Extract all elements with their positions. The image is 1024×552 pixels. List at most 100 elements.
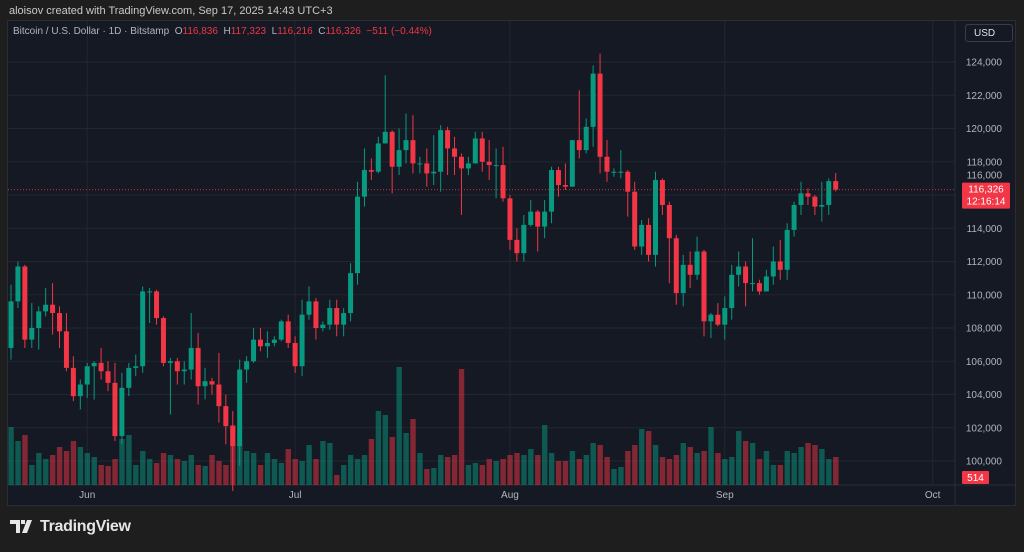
volume-bar xyxy=(209,455,215,485)
volume-bar xyxy=(105,466,111,485)
volume-bar xyxy=(56,447,63,485)
candle-body xyxy=(743,266,749,284)
price-tick-label: 100,000 xyxy=(966,457,1003,468)
volume-bar xyxy=(292,459,298,485)
candle-body xyxy=(528,211,534,225)
price-tick-label: 118,000 xyxy=(967,157,1003,168)
price-tick-label: 124,000 xyxy=(966,58,1003,69)
candle-body xyxy=(105,371,111,383)
candle-body xyxy=(542,211,548,227)
volume-bar xyxy=(424,469,430,485)
volume-bar xyxy=(444,457,451,485)
candle-body xyxy=(424,163,430,174)
low-value: 116,216 xyxy=(277,26,313,37)
volume-bar xyxy=(15,441,21,485)
volume-bar xyxy=(659,457,666,485)
volume-bar xyxy=(133,465,139,485)
volume-bar xyxy=(195,465,201,485)
volume-bar xyxy=(451,455,458,485)
candle-body xyxy=(465,163,471,169)
volume-bar xyxy=(306,445,312,485)
candle-body xyxy=(181,369,187,372)
volume-bar xyxy=(417,453,423,485)
volume-bar xyxy=(438,455,444,485)
price-tick-label: 110,000 xyxy=(967,290,1003,301)
volume-bar xyxy=(29,465,35,485)
volume-bar xyxy=(701,451,707,485)
tradingview-logo[interactable]: TradingView xyxy=(10,518,131,536)
candle-body xyxy=(63,331,69,368)
volume-bar xyxy=(652,445,659,485)
candle-body xyxy=(237,369,243,447)
candle-body xyxy=(355,196,360,274)
volume-bar xyxy=(590,443,596,485)
candle-body xyxy=(244,361,250,370)
candle-body xyxy=(659,180,665,205)
volume-bar xyxy=(389,437,395,485)
volume-bar xyxy=(458,369,465,485)
symbol-title: Bitcoin / U.S. Dollar · 1D · Bitstamp xyxy=(13,26,170,37)
volume-bar xyxy=(722,459,728,485)
candle-body xyxy=(140,291,146,367)
candle-body xyxy=(680,264,686,294)
currency-button[interactable]: USD xyxy=(965,24,1013,42)
candle-body xyxy=(278,321,284,340)
volume-bar xyxy=(639,429,645,485)
candle-body xyxy=(119,387,125,437)
volume-bar xyxy=(244,451,250,485)
price-tick-label: 116,000 xyxy=(967,171,1003,182)
volume-bar xyxy=(562,461,569,485)
volume-bar xyxy=(618,467,624,485)
volume-bar xyxy=(188,455,194,485)
change-value: −511 (−0.44%) xyxy=(366,26,432,37)
candle-body xyxy=(708,314,714,322)
volume-bar xyxy=(756,459,763,485)
volume-bar xyxy=(153,463,160,485)
volume-bar xyxy=(174,459,181,485)
volume-bar xyxy=(611,469,617,485)
volume-bar xyxy=(625,451,631,485)
candle-body xyxy=(493,165,499,167)
volume-bar xyxy=(147,459,153,485)
candle-body xyxy=(98,362,104,372)
chart-credit: aloisov created with TradingView.com, Se… xyxy=(9,5,333,17)
price-tick-label: 114,000 xyxy=(967,224,1003,235)
volume-bar xyxy=(167,455,174,485)
candle-body xyxy=(479,138,485,162)
volume-bar xyxy=(472,463,479,485)
brand-name: TradingView xyxy=(40,518,131,535)
volume-bar xyxy=(403,433,409,485)
volume-bar xyxy=(597,445,603,485)
candle-body xyxy=(784,229,790,270)
volume-bar xyxy=(299,461,305,485)
chart-frame[interactable] xyxy=(7,20,1016,506)
candle-body xyxy=(812,196,818,207)
candle-body xyxy=(167,361,173,363)
volume-bar xyxy=(749,443,756,485)
volume-bar xyxy=(583,455,589,485)
candle-body xyxy=(562,185,568,187)
volume-bar xyxy=(181,461,188,485)
candle-body xyxy=(438,130,444,172)
candle-body xyxy=(8,301,14,348)
candle-body xyxy=(223,406,229,427)
candle-body xyxy=(264,342,270,347)
volume-bar xyxy=(368,439,375,485)
candle-body xyxy=(590,73,596,127)
volume-bar xyxy=(410,419,416,485)
close-label: C xyxy=(318,26,326,37)
volume-bar xyxy=(680,443,687,485)
volume-bar xyxy=(763,451,770,485)
price-tick-label: 120,000 xyxy=(966,124,1003,135)
volume-bar xyxy=(500,459,506,485)
volume-bar xyxy=(791,453,797,485)
volume-bar xyxy=(43,459,49,485)
candle-body xyxy=(618,171,624,173)
volume-bar xyxy=(535,455,541,485)
volume-bar xyxy=(493,461,499,485)
volume-bar xyxy=(542,425,548,485)
candle-body xyxy=(327,308,333,325)
candle-body xyxy=(188,347,194,370)
volume-bar xyxy=(736,431,742,485)
